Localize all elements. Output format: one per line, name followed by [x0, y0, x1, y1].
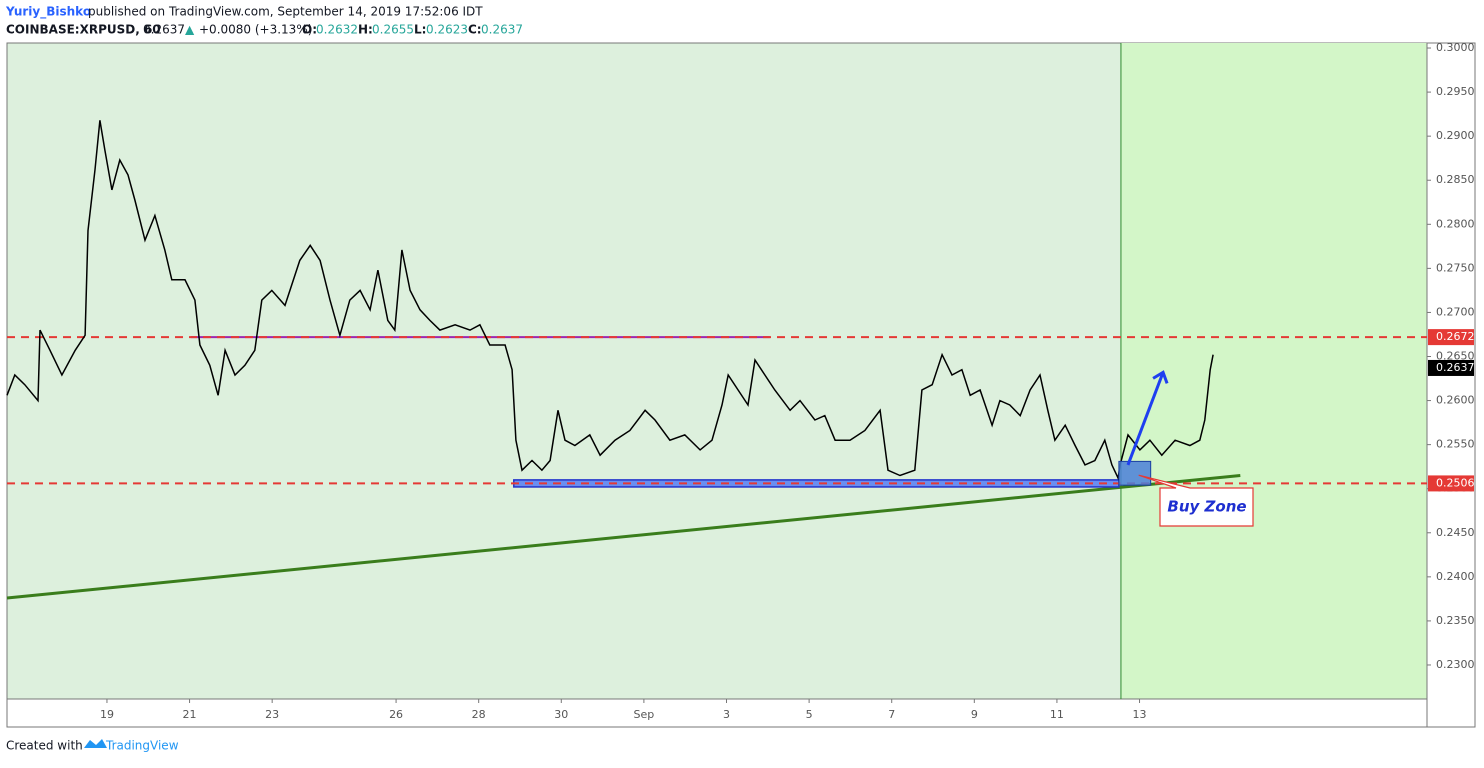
future-zone — [1120, 43, 1427, 699]
price-axis — [1426, 42, 1476, 728]
callout-text: Buy Zone — [1167, 498, 1246, 516]
author[interactable]: Yuriy_Bishko — [5, 5, 91, 20]
arrow-head — [1152, 370, 1169, 384]
price-tag — [1428, 359, 1474, 376]
y-tick-label: 0.2450 — [1436, 526, 1475, 539]
time-axis — [6, 698, 1428, 728]
y-tick-label: 0.2700 — [1436, 305, 1475, 318]
arrow — [1126, 371, 1165, 466]
y-tick-label: 0.2850 — [1436, 173, 1475, 186]
y-tick-label: 0.2400 — [1436, 570, 1475, 583]
price-tag — [1428, 475, 1474, 492]
y-tick-label: 0.2550 — [1436, 438, 1475, 451]
footer-created: Created with — [6, 739, 83, 753]
y-tick-label: 0.3000 — [1436, 41, 1475, 54]
y-tick-label: 0.2650 — [1436, 350, 1475, 363]
logo — [84, 739, 107, 748]
price-tag-label: 0.2637 — [1436, 361, 1475, 374]
open-label: O: — [302, 23, 317, 37]
x-tick-label: 7 — [888, 708, 895, 721]
footer-brand[interactable]: TradingView — [105, 739, 179, 753]
published: published on TradingView.com, September … — [88, 5, 483, 19]
last: 0.2637 — [143, 23, 185, 37]
x-tick-label: 23 — [265, 708, 279, 721]
x-tick-label: 5 — [806, 708, 813, 721]
trend-line — [6, 473, 1241, 600]
change: +0.0080 (+3.13%) — [199, 23, 312, 37]
y-tick-label: 0.2350 — [1436, 614, 1475, 627]
y-tick-label: 0.2600 — [1436, 394, 1475, 407]
x-tick-label: 13 — [1133, 708, 1147, 721]
x-tick-label: 9 — [971, 708, 978, 721]
high-label: H: — [358, 23, 373, 37]
symbol: COINBASE:XRPUSD, 60 — [6, 23, 161, 37]
y-tick-label: 0.2950 — [1436, 85, 1475, 98]
x-tick-label: 3 — [723, 708, 730, 721]
x-tick-label: 30 — [554, 708, 568, 721]
x-tick-label: 21 — [183, 708, 197, 721]
callout-box — [1138, 474, 1254, 527]
low-label: L: — [414, 23, 426, 37]
price-tag-label: 0.2506 — [1436, 476, 1475, 489]
open: 0.2632 — [316, 23, 358, 37]
y-tick-label: 0.2300 — [1436, 658, 1475, 671]
high: 0.2655 — [372, 23, 414, 37]
x-tick-label: 26 — [389, 708, 403, 721]
y-tick-label: 0.2750 — [1436, 261, 1475, 274]
close-label: C: — [468, 23, 482, 37]
price-tag-label: 0.2672 — [1436, 330, 1475, 343]
arrow: ▲ — [185, 23, 195, 37]
y-tick-label: 0.2800 — [1436, 217, 1475, 230]
buy-zone — [1118, 460, 1152, 486]
support-band — [513, 479, 1120, 488]
price-tag — [1428, 329, 1474, 346]
x-tick-label: 11 — [1050, 708, 1064, 721]
x-tick-label: Sep — [634, 708, 655, 721]
low: 0.2623 — [426, 23, 468, 37]
price-line — [6, 120, 1214, 481]
x-tick-label: 28 — [472, 708, 486, 721]
close: 0.2637 — [481, 23, 523, 37]
y-tick-label: 0.2900 — [1436, 129, 1475, 142]
x-tick-label: 19 — [100, 708, 114, 721]
